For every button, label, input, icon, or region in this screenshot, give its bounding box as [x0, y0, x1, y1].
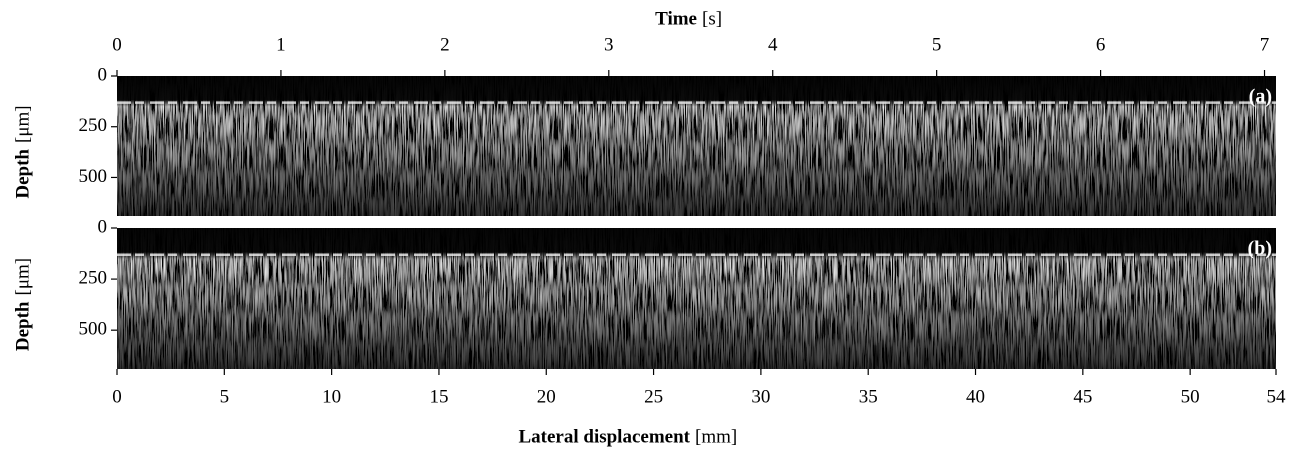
image-shade: [117, 228, 1276, 369]
y-tick-label: 0: [98, 64, 108, 85]
top-axis-unit: [s]: [702, 8, 722, 29]
top-tick-label: 7: [1260, 34, 1270, 55]
x-tick-label: 45: [1073, 386, 1092, 407]
y-tick-label: 0: [98, 216, 108, 237]
y-axis-label: Depth [μm]: [12, 105, 33, 198]
y-axis-label-name: Depth: [12, 149, 33, 199]
top-tick-label: 5: [932, 34, 942, 55]
x-tick-label: 25: [644, 386, 663, 407]
y-axis-label-unit: [μm]: [12, 105, 33, 143]
y-axis-label-unit: [μm]: [12, 258, 33, 296]
x-tick-label: 10: [322, 386, 341, 407]
x-tick-label: 50: [1181, 386, 1200, 407]
y-tick-label: 500: [79, 319, 108, 340]
y-tick-label: 250: [79, 267, 108, 288]
y-axis-label: Depth [μm]: [12, 258, 33, 351]
top-tick-label: 2: [440, 34, 450, 55]
x-tick-label: 20: [537, 386, 556, 407]
y-tick-label: 250: [79, 115, 108, 136]
panel-label: (b): [1248, 238, 1272, 260]
top-tick-label: 0: [112, 34, 122, 55]
x-tick-label: 40: [966, 386, 985, 407]
x-tick-label: 5: [220, 386, 230, 407]
panel-label: (a): [1249, 86, 1272, 108]
top-tick-label: 3: [604, 34, 614, 55]
x-axis-unit: [mm]: [695, 426, 737, 447]
y-axis-label-name: Depth: [12, 301, 33, 351]
x-tick-label: 54: [1267, 386, 1287, 407]
top-tick-label: 1: [276, 34, 286, 55]
x-tick-label: 15: [429, 386, 448, 407]
image-shade: [117, 76, 1276, 216]
x-tick-label: 35: [859, 386, 878, 407]
y-tick-label: 500: [79, 166, 108, 187]
top-tick-label: 6: [1096, 34, 1106, 55]
x-tick-label: 0: [112, 386, 122, 407]
top-axis-label: Time: [655, 8, 697, 29]
x-tick-label: 30: [751, 386, 770, 407]
x-axis-label: Lateral displacement: [518, 426, 690, 447]
top-tick-label: 4: [768, 34, 778, 55]
